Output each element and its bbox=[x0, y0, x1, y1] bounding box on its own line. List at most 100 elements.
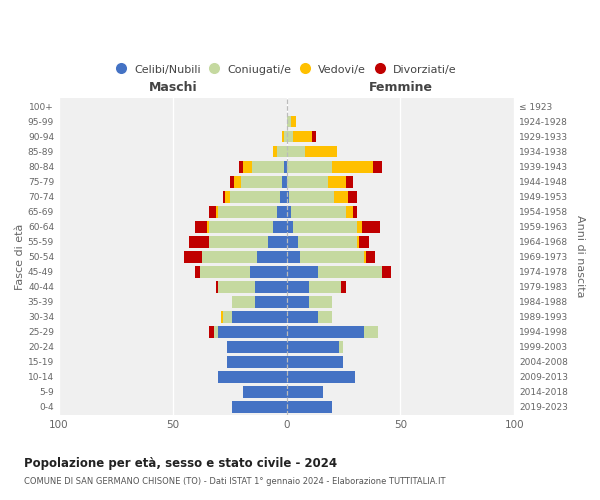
Bar bbox=[243, 161, 253, 172]
Y-axis label: Fasce di età: Fasce di età bbox=[15, 224, 25, 290]
Bar bbox=[230, 191, 280, 202]
Bar bbox=[373, 161, 382, 172]
Bar bbox=[200, 266, 250, 278]
Bar bbox=[250, 266, 287, 278]
Bar bbox=[348, 191, 357, 202]
Bar bbox=[287, 341, 339, 352]
Bar bbox=[328, 176, 346, 188]
Bar bbox=[287, 266, 319, 278]
Bar bbox=[227, 341, 287, 352]
Bar bbox=[218, 206, 277, 218]
Bar bbox=[287, 386, 323, 398]
Bar bbox=[289, 191, 334, 202]
Bar bbox=[227, 356, 287, 368]
Bar bbox=[241, 176, 282, 188]
Bar bbox=[366, 251, 376, 262]
Bar bbox=[287, 206, 291, 218]
Bar bbox=[209, 236, 268, 248]
Bar bbox=[277, 146, 287, 158]
Bar bbox=[273, 146, 277, 158]
Bar bbox=[254, 281, 287, 292]
Bar bbox=[362, 221, 380, 232]
Bar bbox=[311, 131, 316, 142]
Bar bbox=[291, 116, 296, 128]
Text: COMUNE DI SAN GERMANO CHISONE (TO) - Dati ISTAT 1° gennaio 2024 - Elaborazione T: COMUNE DI SAN GERMANO CHISONE (TO) - Dat… bbox=[24, 478, 445, 486]
Bar bbox=[207, 221, 209, 232]
Bar bbox=[253, 161, 284, 172]
Bar bbox=[287, 356, 343, 368]
Bar bbox=[209, 221, 273, 232]
Bar bbox=[225, 191, 230, 202]
Bar bbox=[232, 296, 254, 308]
Bar bbox=[287, 146, 305, 158]
Bar bbox=[287, 221, 293, 232]
Bar bbox=[364, 251, 366, 262]
Bar bbox=[293, 221, 357, 232]
Bar bbox=[291, 206, 346, 218]
Bar bbox=[357, 221, 362, 232]
Bar bbox=[216, 281, 218, 292]
Bar bbox=[209, 206, 216, 218]
Bar bbox=[273, 221, 287, 232]
Bar bbox=[287, 326, 364, 338]
Bar bbox=[196, 266, 200, 278]
Bar bbox=[218, 326, 287, 338]
Bar bbox=[221, 311, 223, 322]
Bar bbox=[202, 251, 257, 262]
Bar bbox=[223, 311, 232, 322]
Bar bbox=[268, 236, 287, 248]
Text: Popolazione per età, sesso e stato civile - 2024: Popolazione per età, sesso e stato civil… bbox=[24, 458, 337, 470]
Bar bbox=[334, 191, 348, 202]
Bar bbox=[319, 266, 382, 278]
Bar bbox=[339, 341, 343, 352]
Bar bbox=[188, 236, 209, 248]
Bar bbox=[287, 176, 328, 188]
Bar bbox=[359, 236, 368, 248]
Bar bbox=[254, 296, 287, 308]
Bar bbox=[287, 371, 355, 382]
Bar bbox=[364, 326, 377, 338]
Bar bbox=[310, 296, 332, 308]
Bar bbox=[239, 161, 243, 172]
Bar bbox=[287, 296, 310, 308]
Bar bbox=[287, 236, 298, 248]
Bar bbox=[214, 326, 218, 338]
Bar bbox=[346, 176, 353, 188]
Text: Femmine: Femmine bbox=[368, 81, 433, 94]
Bar bbox=[234, 176, 241, 188]
Bar bbox=[287, 116, 291, 128]
Bar bbox=[300, 251, 364, 262]
Bar bbox=[287, 191, 289, 202]
Bar bbox=[382, 266, 391, 278]
Legend: Celibi/Nubili, Coniugati/e, Vedovi/e, Divorziati/e: Celibi/Nubili, Coniugati/e, Vedovi/e, Di… bbox=[112, 60, 461, 79]
Bar bbox=[287, 401, 332, 412]
Y-axis label: Anni di nascita: Anni di nascita bbox=[575, 216, 585, 298]
Bar bbox=[209, 326, 214, 338]
Bar bbox=[293, 131, 311, 142]
Bar bbox=[196, 221, 207, 232]
Bar bbox=[277, 206, 287, 218]
Bar bbox=[353, 206, 357, 218]
Bar bbox=[287, 311, 319, 322]
Bar bbox=[287, 251, 300, 262]
Bar bbox=[346, 206, 353, 218]
Bar bbox=[287, 161, 332, 172]
Bar bbox=[232, 311, 287, 322]
Bar bbox=[184, 251, 202, 262]
Bar bbox=[284, 161, 287, 172]
Bar bbox=[280, 191, 287, 202]
Text: Maschi: Maschi bbox=[148, 81, 197, 94]
Bar bbox=[287, 281, 310, 292]
Bar bbox=[223, 191, 225, 202]
Bar bbox=[287, 131, 293, 142]
Bar bbox=[218, 371, 287, 382]
Bar bbox=[218, 281, 254, 292]
Bar bbox=[305, 146, 337, 158]
Bar bbox=[282, 176, 287, 188]
Bar bbox=[282, 131, 284, 142]
Bar bbox=[216, 206, 218, 218]
Bar bbox=[310, 281, 341, 292]
Bar bbox=[319, 311, 332, 322]
Bar bbox=[243, 386, 287, 398]
Bar bbox=[332, 161, 373, 172]
